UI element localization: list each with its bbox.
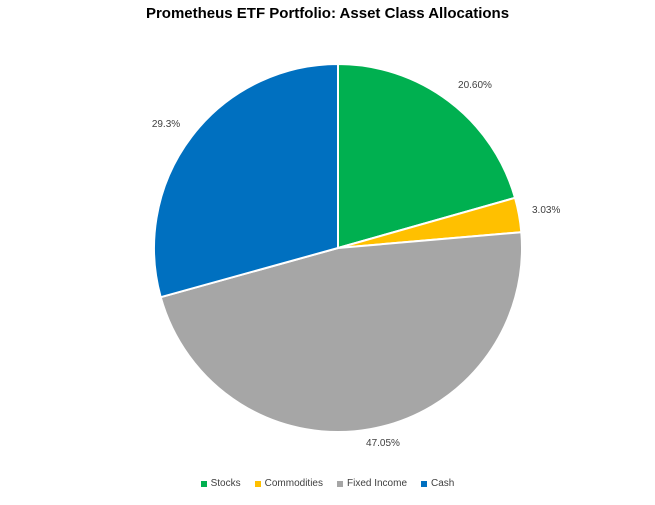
legend-swatch-stocks: [200, 480, 207, 487]
chart-title: Prometheus ETF Portfolio: Asset Class Al…: [145, 5, 510, 22]
data-label-commodities: 3.03%: [532, 205, 560, 216]
legend-item-stocks: Stocks: [200, 478, 241, 489]
legend: Stocks Commodities Fixed Income Cash: [0, 478, 655, 489]
data-label-cash: 29.3%: [152, 119, 180, 130]
pie-slice-fixed-income: [159, 231, 523, 433]
legend-swatch-commodities: [254, 480, 261, 487]
legend-swatch-cash: [421, 480, 428, 487]
pie-slice-cash: [153, 62, 339, 299]
pie-slice-stocks: [337, 62, 517, 250]
legend-label-cash: Cash: [431, 478, 455, 489]
data-label-fixed-income: 47.05%: [366, 438, 400, 449]
legend-swatch-fixed-income: [336, 480, 343, 487]
legend-label-commodities: Commodities: [264, 478, 323, 489]
legend-label-stocks: Stocks: [210, 478, 241, 489]
data-label-stocks: 20.60%: [458, 80, 492, 91]
legend-item-commodities: Commodities: [254, 478, 323, 489]
legend-item-fixed-income: Fixed Income: [336, 478, 408, 489]
legend-item-cash: Cash: [421, 478, 454, 489]
legend-label-fixed-income: Fixed Income: [346, 478, 408, 489]
